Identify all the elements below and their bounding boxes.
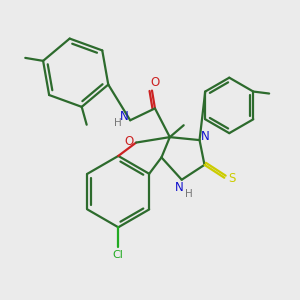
Text: O: O bbox=[124, 135, 134, 148]
Text: N: N bbox=[175, 181, 184, 194]
Text: S: S bbox=[229, 172, 236, 185]
Text: N: N bbox=[120, 110, 129, 123]
Text: H: H bbox=[114, 118, 122, 128]
Text: Cl: Cl bbox=[113, 250, 124, 260]
Text: O: O bbox=[150, 76, 160, 89]
Text: N: N bbox=[201, 130, 210, 142]
Text: H: H bbox=[185, 189, 193, 199]
